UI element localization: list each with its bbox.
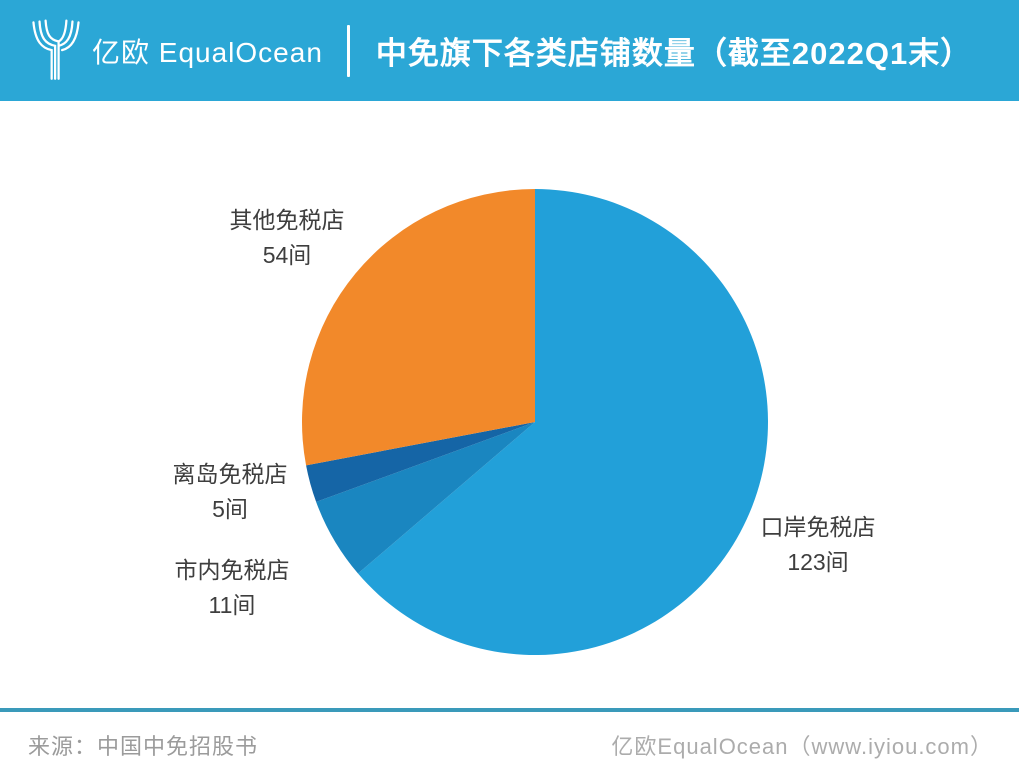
label-name: 离岛免税店: [172, 461, 288, 487]
header-bar: 亿欧 EqualOcean 中免旗下各类店铺数量（截至2022Q1末）: [0, 0, 1019, 101]
label-island-duty-free: 离岛免税店 5间: [110, 457, 350, 527]
pie-slice-市内免税店: [316, 422, 535, 574]
brand-text: 亿欧EqualOcean（www.iyiou.com）: [611, 734, 993, 759]
label-value: 54间: [262, 242, 312, 268]
logo-text: 亿欧 EqualOcean: [92, 36, 323, 68]
label-name: 市内免税店: [174, 557, 290, 583]
header-divider: [346, 24, 350, 77]
label-other-duty-free: 其他免税店 54间: [167, 203, 407, 273]
pie-chart: [301, 189, 768, 656]
label-value: 5间: [212, 496, 248, 522]
page-title: 中免旗下各类店铺数量（截至2022Q1末）: [375, 36, 973, 71]
label-city-duty-free: 市内免税店 11间: [112, 553, 352, 623]
pie-chart-area: 其他免税店 54间 离岛免税店 5间 市内免税店 11间 口岸免税店 123间: [0, 101, 1019, 708]
pie-slice-其他免税店: [301, 189, 535, 466]
pie-slice-口岸免税店: [358, 189, 768, 656]
pie-slice-离岛免税店: [306, 422, 535, 502]
equalocean-logo: 亿欧 EqualOcean: [30, 18, 323, 84]
label-name: 其他免税店: [229, 207, 345, 233]
label-value: 123间: [787, 549, 849, 575]
equalocean-logo-icon: [32, 19, 80, 80]
label-value: 11间: [208, 592, 256, 618]
footer-bar: 来源：中国中免招股书 亿欧EqualOcean（www.iyiou.com）: [0, 708, 1019, 778]
source-text: 来源：中国中免招股书: [28, 734, 259, 759]
label-name: 口岸免税店: [760, 514, 876, 540]
label-port-duty-free: 口岸免税店 123间: [698, 510, 938, 580]
